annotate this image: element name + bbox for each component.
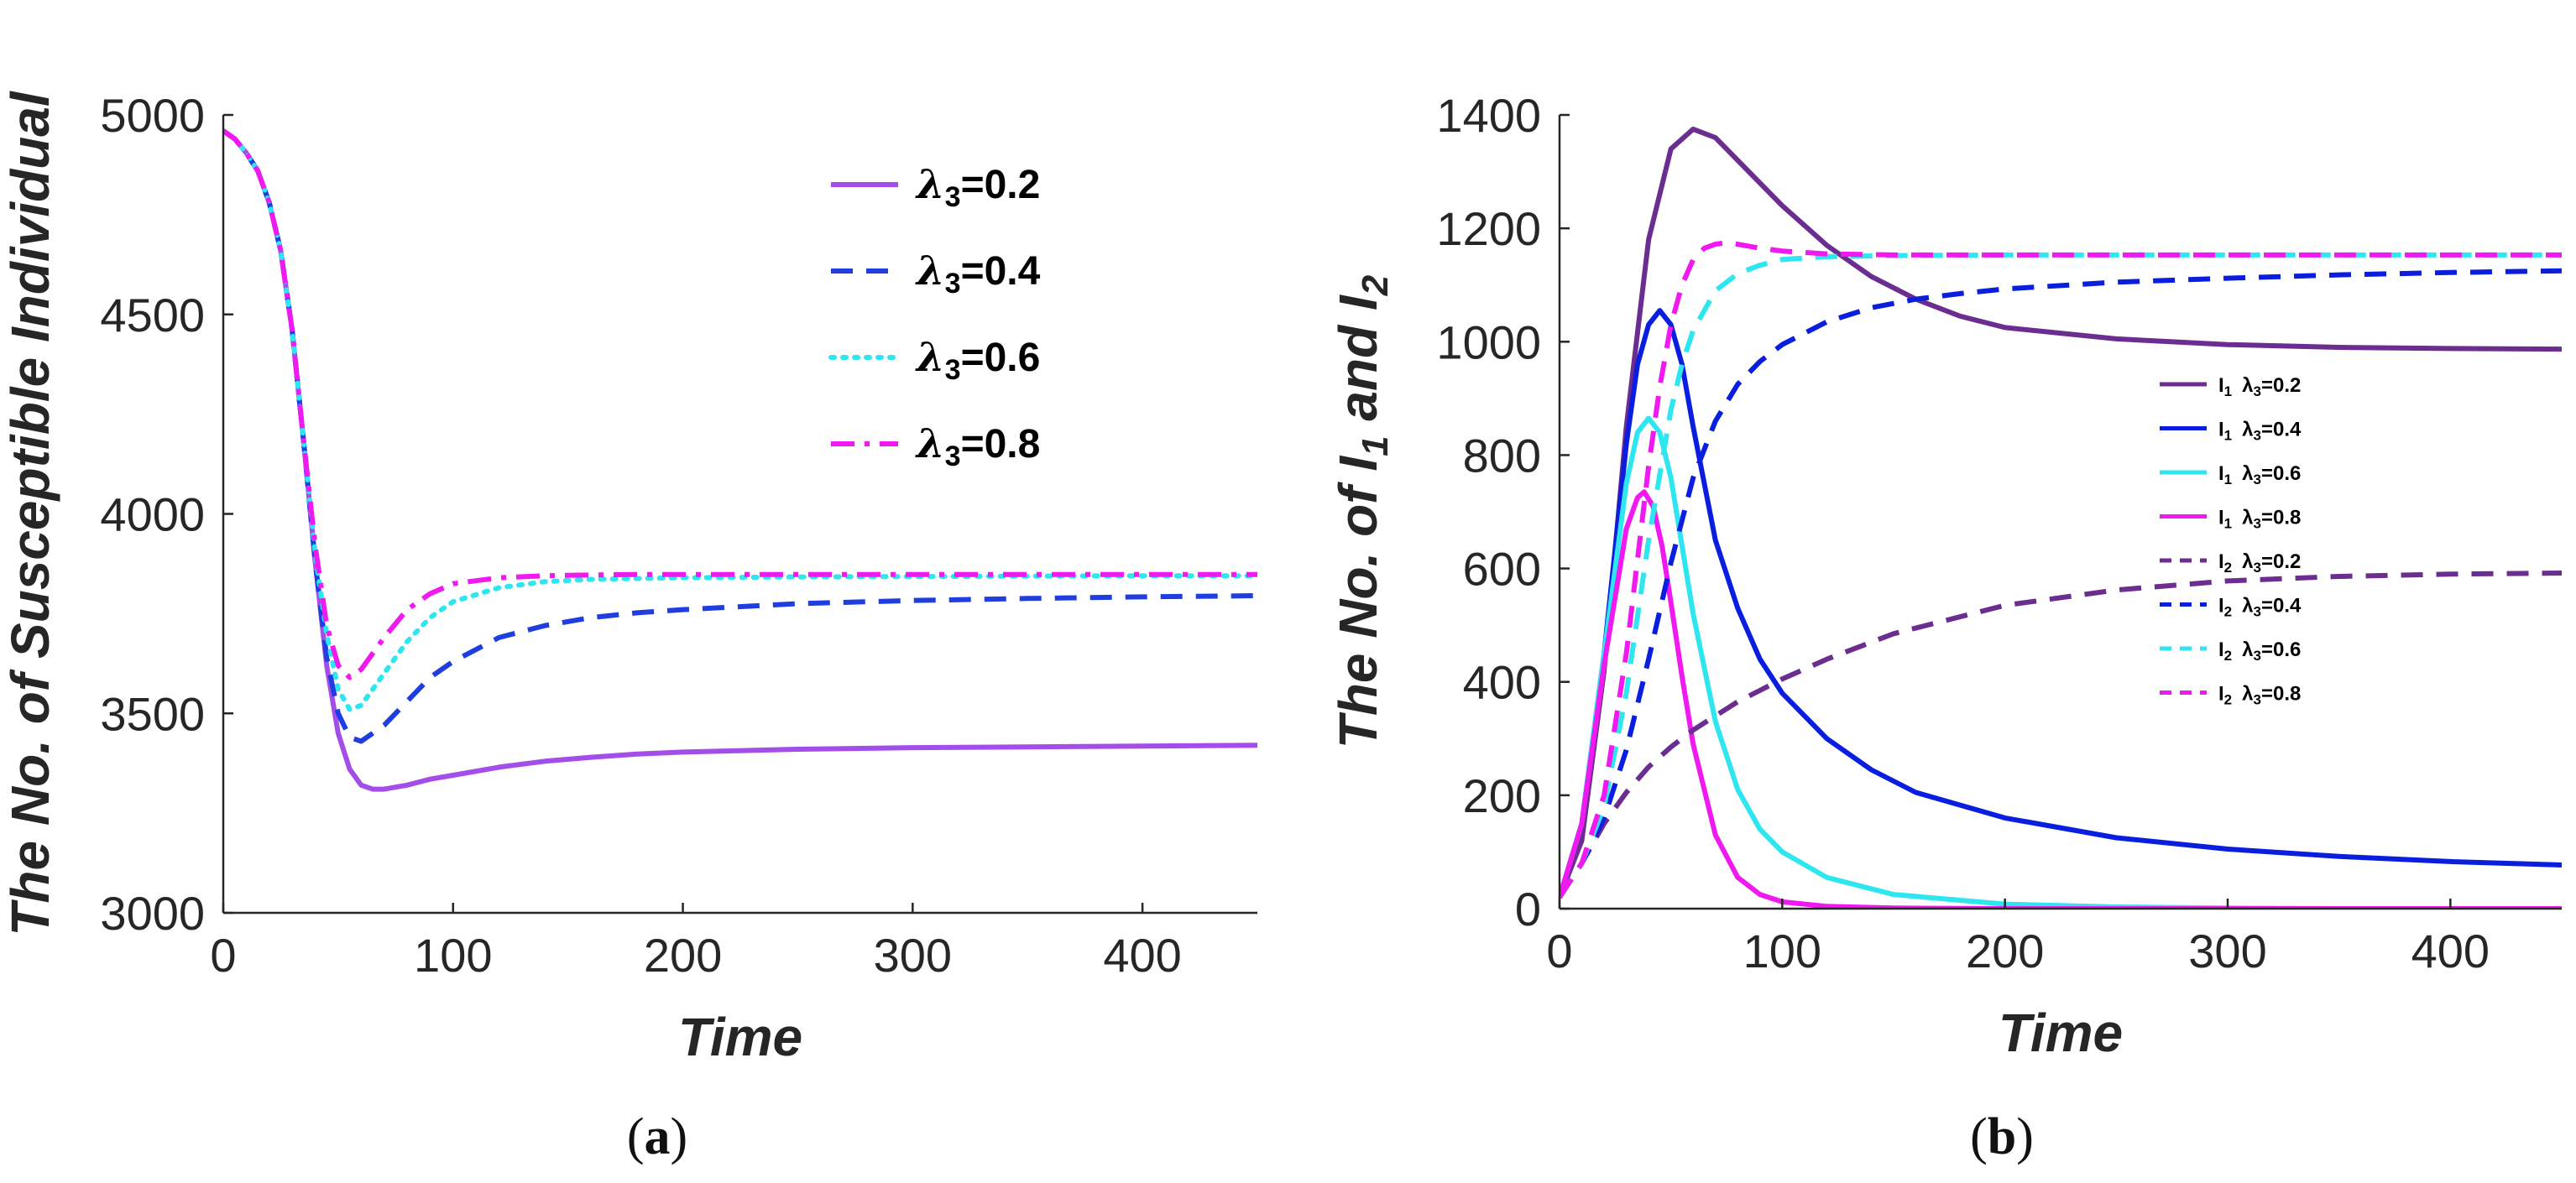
y-tick-label: 1200 (1436, 202, 1541, 255)
panel-caption: (b) (1970, 1108, 2034, 1165)
legend-entry-1: λ3=0.2 (915, 161, 1040, 213)
x-tick-label: 400 (1103, 929, 1181, 982)
chart-panel-b: 0 100 200 300 400 0 200 400 600 800 1000 1200 1400 Ti… (1328, 89, 2562, 1165)
legend: I1 λ3=0.2 I1 λ3=0.4 I1 λ3=0.6 I1 λ3=0.8 I2 λ… (2160, 374, 2302, 708)
y-tick-label: 200 (1463, 769, 1541, 822)
legend-entry-5: I2 λ3=0.2 (2218, 550, 2301, 576)
x-tick-label: 200 (644, 929, 722, 982)
y-tick-label: 3000 (100, 887, 205, 940)
x-tick-label: 200 (1966, 925, 2044, 977)
series-line-1 (223, 128, 1257, 792)
y-tick-label: 600 (1463, 543, 1541, 596)
series-line-6 (1560, 268, 2562, 899)
series-line-5 (1560, 571, 2562, 899)
series-line-2 (1560, 308, 2562, 899)
legend-entry-2: λ3=0.4 (915, 248, 1041, 300)
y-tick-label: 3500 (100, 687, 205, 740)
x-axis-label: Time (1999, 1003, 2123, 1063)
legend: λ3=0.2 λ3=0.4 λ3=0.6 λ3=0.8 (828, 161, 1041, 472)
series-line-4 (1560, 489, 2562, 909)
y-tick-label: 4000 (100, 488, 205, 541)
y-tick-label: 5000 (100, 89, 205, 142)
y-axis-label: The No. of I1 and I2 (1328, 274, 1396, 748)
x-tick-label: 0 (1546, 925, 1572, 977)
series-line-1 (1560, 126, 2562, 899)
series-line-8 (1560, 240, 2562, 899)
panel-caption: (a) (627, 1108, 687, 1165)
y-tick-label: 0 (1515, 883, 1541, 935)
x-tick-label: 100 (1743, 925, 1821, 977)
chart-panel-a: 0 100 200 300 400 3000 3500 4000 4500 5000 Time The… (0, 89, 1257, 1165)
legend-entry-4: λ3=0.8 (915, 420, 1040, 472)
y-tick-label: 4500 (100, 289, 205, 341)
legend-entry-7: I2 λ3=0.6 (2218, 638, 2301, 664)
x-tick-label: 400 (2411, 925, 2490, 977)
x-tick-label: 0 (210, 929, 236, 982)
legend-entry-2: I1 λ3=0.4 (2218, 419, 2302, 444)
y-tick-label: 800 (1463, 429, 1541, 482)
series-line-4 (223, 128, 1257, 680)
y-tick-label: 1400 (1436, 89, 1541, 142)
legend-entry-3: I1 λ3=0.6 (2218, 462, 2301, 487)
x-tick-label: 300 (2188, 925, 2266, 977)
legend-entry-8: I2 λ3=0.8 (2218, 683, 2301, 708)
legend-entry-3: λ3=0.6 (915, 334, 1040, 386)
series-line-3 (1560, 415, 2562, 909)
x-axis-label: Time (678, 1007, 802, 1067)
legend-entry-1: I1 λ3=0.2 (2218, 374, 2301, 399)
series-line-3 (223, 128, 1257, 712)
series-line-2 (223, 128, 1257, 744)
y-axis-label: The No. of Susceptible Individual (0, 91, 60, 936)
y-tick-label: 400 (1463, 656, 1541, 709)
x-tick-label: 300 (874, 929, 952, 982)
legend-entry-6: I2 λ3=0.4 (2218, 595, 2302, 620)
y-tick-label: 1000 (1436, 315, 1541, 368)
x-tick-label: 100 (414, 929, 492, 982)
legend-entry-4: I1 λ3=0.8 (2218, 507, 2301, 532)
